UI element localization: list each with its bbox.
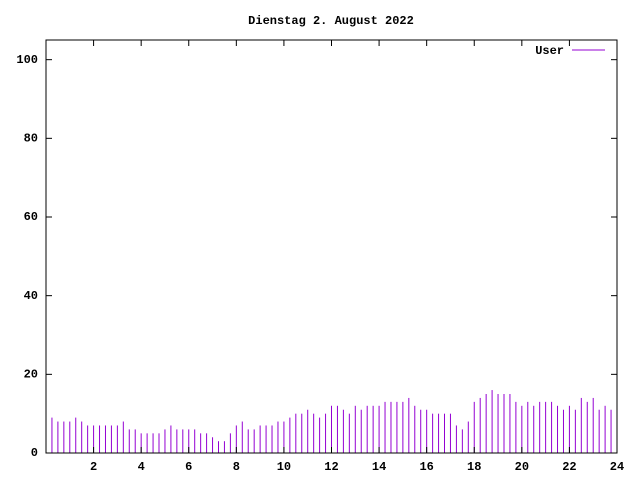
x-tick-label: 20 (515, 460, 529, 474)
y-tick-label: 80 (24, 132, 38, 146)
plot-frame (45, 39, 618, 454)
y-tick-label: 20 (24, 368, 38, 382)
chart-title: Dienstag 2. August 2022 (248, 14, 414, 28)
x-tick-label: 4 (138, 460, 145, 474)
x-tick-label: 16 (419, 460, 433, 474)
x-tick-label: 2 (90, 460, 97, 474)
x-tick-label: 18 (467, 460, 481, 474)
x-tick-label: 14 (372, 460, 386, 474)
y-tick-label: 40 (24, 289, 38, 303)
x-tick-label: 10 (277, 460, 291, 474)
x-tick-label: 6 (185, 460, 192, 474)
legend-label: User (535, 44, 564, 58)
x-tick-label: 22 (562, 460, 576, 474)
x-tick-label: 12 (324, 460, 338, 474)
x-tick-label: 24 (610, 460, 624, 474)
y-tick-label: 100 (16, 53, 38, 67)
x-tick-label: 8 (233, 460, 240, 474)
y-tick-label: 0 (31, 446, 38, 460)
y-tick-label: 60 (24, 210, 38, 224)
